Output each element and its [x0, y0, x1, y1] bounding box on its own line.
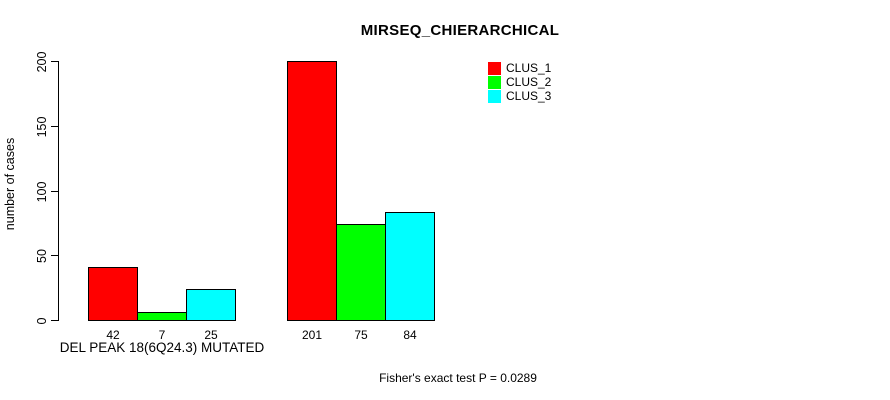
legend-item-label: CLUS_1 [506, 61, 552, 75]
y-axis-tick [51, 126, 58, 127]
bar-value-label: 25 [204, 328, 218, 342]
y-axis-tick [51, 320, 58, 321]
legend-swatch [488, 90, 501, 103]
y-axis-tick-label: 100 [35, 181, 49, 202]
y-axis-tick-label: 50 [35, 248, 49, 263]
bar-clus_3-group2 [385, 212, 435, 321]
legend-swatch [488, 62, 501, 75]
bar-value-label: 201 [301, 328, 323, 342]
bar-value-label: 75 [354, 328, 368, 342]
y-axis-tick-label: 200 [35, 51, 49, 72]
legend-swatch [488, 76, 501, 89]
fisher-test-annotation: Fisher's exact test P = 0.0289 [379, 371, 537, 385]
bar-clus_1-group2 [287, 61, 337, 321]
bar-clus_1-group1 [88, 267, 138, 321]
y-axis-line [58, 61, 59, 321]
y-axis-label: number of cases [3, 137, 17, 231]
y-axis-tick [51, 61, 58, 62]
legend-item-clus_2: CLUS_2 [488, 76, 551, 89]
bar-clus_3-group1 [186, 289, 236, 321]
legend-item-clus_1: CLUS_1 [488, 62, 551, 75]
y-axis-tick-label: 0 [35, 317, 49, 324]
legend-item-label: CLUS_2 [506, 75, 552, 89]
bar-value-label: 42 [106, 328, 120, 342]
bar-value-label: 84 [403, 328, 417, 342]
legend-item-clus_3: CLUS_3 [488, 90, 551, 103]
y-axis-tick [51, 255, 58, 256]
legend: CLUS_1 CLUS_2 CLUS_3 [488, 62, 551, 104]
bar-clus_2-group2 [336, 224, 386, 321]
y-axis-tick-label: 150 [35, 116, 49, 137]
legend-item-label: CLUS_3 [506, 89, 552, 103]
bar-value-label: 7 [158, 328, 166, 342]
chart-title: MIRSEQ_CHIERARCHICAL [360, 22, 560, 39]
x-axis-group-label: DEL PEAK 18(6Q24.3) MUTATED [59, 340, 265, 355]
y-axis-tick [51, 191, 58, 192]
bar-clus_2-group1 [137, 312, 187, 321]
